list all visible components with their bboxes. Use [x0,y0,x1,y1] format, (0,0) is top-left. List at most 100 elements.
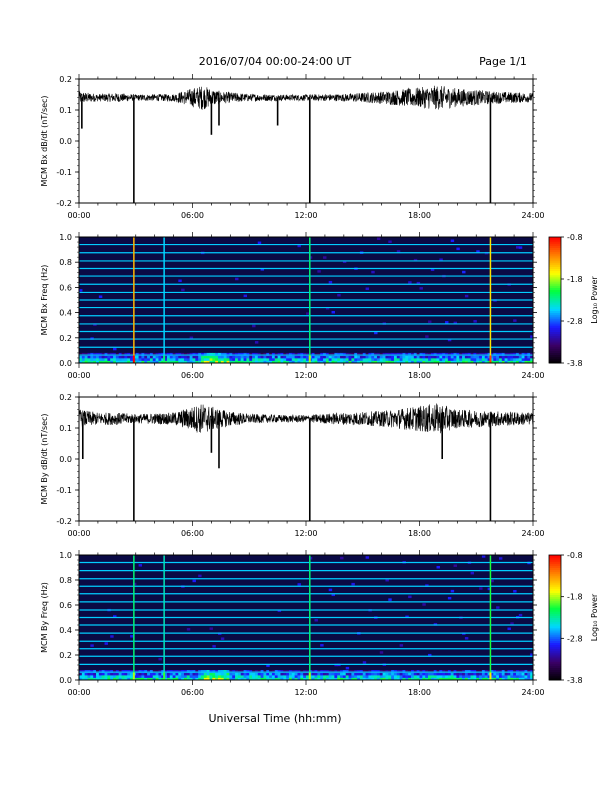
spectrogram-cell [240,675,245,678]
spectrogram-cell [510,622,514,625]
x-tick-label: 12:00 [294,211,317,220]
spectrogram-cell [181,672,185,676]
spectrogram-cell [283,360,287,363]
spectrogram-cell [294,672,299,676]
spectrogram-cell [110,672,114,676]
colorbar-segment [549,571,561,575]
spectrogram-cell [303,352,307,356]
spectrogram-cell [271,670,276,673]
spectrogram-cell [303,360,307,363]
spectrogram-cell [124,670,128,673]
spectrogram-cell [266,675,270,678]
spectrogram-cell [195,670,199,673]
spectrogram-cell [155,352,160,356]
spectrogram-cell [413,360,418,363]
spectrogram-cell [93,357,97,361]
spectrogram-cell [323,256,327,259]
spectrogram-cell [521,677,526,680]
colorbar-segment [549,285,561,288]
spectrogram-cell [79,357,83,361]
spectrogram-cell [498,557,503,560]
spectrogram-cell [215,672,219,676]
spectrogram-cell [450,672,455,676]
spectrogram-cell [246,672,250,676]
spectrogram-cell [362,357,367,361]
spectrogram-cell [291,352,296,356]
spectrogram-cell [235,357,239,361]
spectrogram-cell [410,670,415,673]
spectrogram-cell [385,670,389,673]
spectrogram-cell [430,675,435,678]
spectrogram-cell [297,355,301,359]
spectrogram-cell [425,670,429,673]
spectrogram-cell [473,670,477,673]
spectrogram-cell [348,360,352,363]
spectrogram-cell [195,675,199,678]
spectrogram-cell [277,355,282,359]
colorbar-segment [549,557,561,560]
y-tick-label: 0.0 [59,676,72,685]
spectrogram-cell [175,675,179,678]
spectrogram-cell [436,677,440,680]
spectrogram-cell [166,675,171,678]
spectrogram-cell [311,360,316,363]
spectrogram-cell [263,672,267,676]
spectrogram-cell [328,280,333,284]
spectrogram-cell [464,294,469,298]
colorbar-segment [549,598,561,602]
spectrogram-cell [453,670,457,673]
spectrogram-cell [436,670,440,673]
spectrogram-cell [243,672,248,676]
spectrogram-cell [342,352,347,356]
spectrogram-cell [521,355,526,359]
spectrogram-cell [218,355,222,359]
spectrogram-cell [198,672,202,676]
spectrogram-cell [269,357,273,361]
spectrogram-cell [422,603,426,606]
spectrogram-cell [235,360,239,363]
y-tick-label: -0.1 [56,486,72,495]
spectrogram-cell [232,360,236,363]
spectrogram-cell [459,352,463,356]
spectrogram-cell [456,352,460,356]
spectrogram-cell [376,357,381,361]
spectrogram-cell [388,240,392,244]
spectrogram-cell [382,352,387,356]
spectrogram-cell [473,675,477,678]
x-tick-label: 18:00 [408,688,431,697]
spectrogram-cell [195,672,199,676]
spectrogram-cell [203,670,208,673]
spectrogram-cell [175,670,179,673]
spectrogram-cell [161,677,165,680]
spectrogram-cell [374,352,378,356]
spectrogram-cell [107,360,111,363]
spectrogram-cell [130,635,134,638]
colorbar-segment [549,249,561,253]
spectrogram-cell [396,672,401,676]
spectrogram-cell [291,670,296,673]
spectrogram-cell [206,672,211,676]
x-tick-label: 12:00 [294,371,317,380]
spectrogram-cell [201,675,205,678]
spectrogram-cell [81,352,86,356]
spectrogram-cell [391,677,395,680]
spectrogram-cell [271,677,276,680]
spectrogram-cell [246,360,250,363]
spectrogram-cell [371,355,375,359]
spectrogram-cell [365,355,370,359]
spectrogram-cell [164,677,168,680]
spectrogram-cell [152,352,157,356]
spectrogram-cell [362,360,367,363]
spectrogram-cell [371,675,375,678]
spectrogram-cell [371,352,375,356]
spectrogram-cell [393,672,398,676]
spectrogram-cell [354,355,358,359]
spectrogram-cell [439,677,443,680]
spectrogram-cell [470,675,475,678]
spectrogram-cell [169,357,174,361]
spectrogram-cell [530,653,533,656]
spectrogram-cell [303,677,307,680]
spectrogram-cell [518,672,523,676]
spectrogram-cell [215,357,219,361]
x-axis-title: Universal Time (hh:mm) [209,712,342,725]
